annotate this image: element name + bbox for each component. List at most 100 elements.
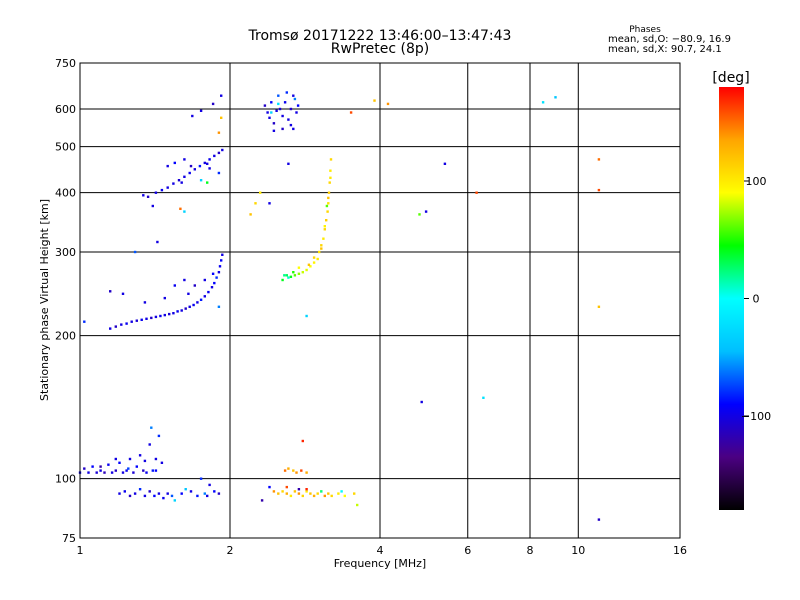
echo-point (283, 274, 286, 277)
echo-point (173, 161, 176, 165)
echo-point (424, 210, 428, 213)
echo-point (166, 164, 169, 168)
plot-frame (79, 62, 681, 539)
x-tick-label: 16 (673, 544, 687, 557)
echo-point (217, 492, 221, 495)
echo-point (295, 471, 298, 474)
echo-point (278, 107, 282, 111)
echo-point (211, 272, 215, 275)
echo-point (143, 494, 147, 498)
echo-point (143, 301, 147, 304)
echo-point (322, 237, 325, 240)
echo-point (327, 196, 330, 200)
echo-point (146, 195, 150, 198)
echo-point (189, 490, 193, 493)
echo-point (260, 499, 264, 502)
echo-point (159, 314, 162, 318)
echo-point (157, 434, 161, 438)
echo-point (475, 191, 478, 194)
colorbar-label: [deg] (712, 70, 749, 86)
echo-point (180, 181, 183, 184)
x-axis-label: Frequency [MHz] (334, 557, 426, 570)
echo-point (320, 247, 323, 250)
echo-point (217, 305, 221, 308)
echo-point (125, 469, 128, 472)
echo-point (198, 164, 202, 168)
echo-point (386, 102, 390, 106)
echo-point (172, 312, 175, 315)
echo-point (180, 492, 183, 495)
phase-stats-x: mean, sd,X: 90.7, 24.1 (608, 44, 722, 55)
y-tick-label: 75 (62, 532, 76, 545)
echo-point (301, 271, 304, 274)
echo-point (160, 461, 164, 464)
echo-point (320, 244, 323, 247)
echo-point (173, 284, 176, 287)
x-tick-label: 10 (571, 544, 585, 557)
echo-point (177, 179, 181, 182)
echo-point (183, 175, 186, 178)
echo-point (189, 164, 193, 168)
echo-point (305, 471, 308, 474)
echo-point (305, 314, 308, 318)
echo-point (270, 111, 273, 114)
echo-point (281, 127, 284, 131)
echo-point (373, 99, 376, 102)
echo-point (292, 271, 295, 274)
echo-point (114, 457, 117, 461)
y-axis-label: Stationary phase Virtual Height [km] (38, 199, 51, 401)
echo-point (287, 118, 290, 121)
echo-point (297, 488, 301, 491)
colorbar (719, 87, 744, 510)
echo-point (266, 111, 269, 114)
echo-point (554, 96, 557, 99)
echo-point (221, 148, 224, 152)
echo-point (203, 161, 206, 165)
echo-point (287, 276, 290, 279)
echo-point (285, 492, 288, 495)
y-tick-label: 600 (55, 103, 76, 116)
y-tick-label: 200 (55, 330, 76, 343)
echo-point (184, 488, 187, 491)
echo-point (320, 490, 323, 493)
echo-point (127, 467, 130, 470)
echo-point (292, 127, 295, 131)
echo-point (312, 261, 316, 264)
y-tick-label: 100 (55, 473, 76, 486)
echo-point (179, 207, 182, 210)
echo-point (208, 167, 211, 170)
echo-point (142, 469, 145, 472)
echo-point (263, 104, 267, 107)
echo-point (275, 109, 278, 112)
echo-point (482, 396, 485, 399)
y-axis-ticks: 75 100 200 300 400 500 600 750 (55, 57, 76, 545)
y-tick-label: 500 (55, 141, 76, 154)
echo-point (289, 123, 293, 127)
echo-point (217, 151, 221, 155)
echo-point (133, 492, 137, 495)
y-tick-label: 300 (55, 246, 76, 259)
echo-point (99, 465, 102, 468)
echo-point (297, 272, 301, 275)
echo-point (170, 494, 174, 498)
echo-point (268, 116, 271, 119)
echo-point (292, 94, 295, 97)
echo-point (337, 492, 340, 495)
echo-point (148, 490, 151, 493)
echo-point (154, 469, 158, 472)
echo-point (210, 286, 214, 289)
echo-point (114, 325, 117, 328)
echo-point (541, 101, 545, 104)
echo-point (193, 284, 196, 287)
echo-point (220, 116, 223, 119)
echo-point (309, 265, 312, 268)
echo-point (349, 111, 353, 114)
echo-point (327, 492, 330, 495)
echo-point (287, 162, 290, 165)
echo-point (140, 318, 143, 321)
echo-point (218, 265, 222, 268)
echo-point (343, 494, 346, 498)
echo-point (87, 471, 90, 474)
x-tick-label: 6 (464, 544, 471, 557)
